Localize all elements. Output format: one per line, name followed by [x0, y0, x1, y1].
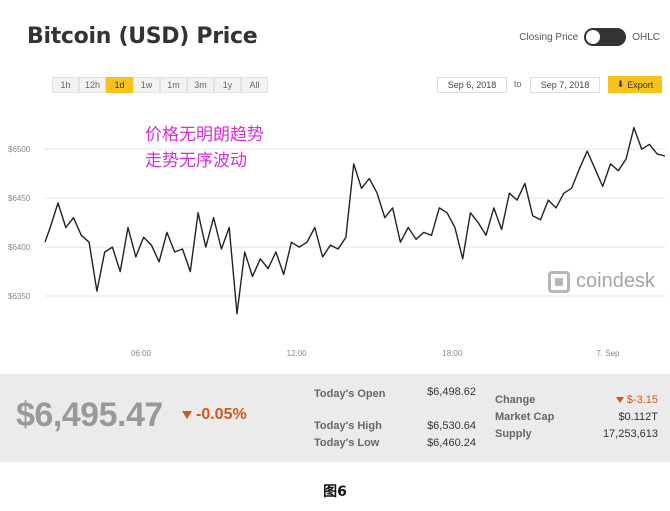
export-button[interactable]: ⬇ Export	[608, 76, 662, 93]
coindesk-brand-text: coindesk	[576, 270, 655, 292]
date-to-label: to	[514, 79, 522, 89]
annotation-line-1: 价格无明朗趋势	[145, 125, 264, 145]
range-button-1w[interactable]: 1w	[133, 77, 160, 93]
price-change-pct: -0.05%	[196, 406, 247, 423]
y-tick-label: $6400	[8, 243, 31, 252]
y-tick-label: $6350	[8, 292, 31, 301]
figure-caption: 图6	[323, 484, 347, 500]
change-value: $-3.15	[580, 394, 658, 406]
date-from-input[interactable]: Sep 6, 2018	[437, 77, 507, 93]
todays-low-label: Today's Low	[314, 437, 380, 449]
chart-grid	[45, 148, 665, 297]
market-cap-value: $0.112T	[618, 411, 658, 423]
time-range-selector: 1h 12h 1d 1w 1m 3m 1y All	[52, 77, 268, 93]
download-arrow-icon: ⬇	[616, 79, 625, 89]
stats-panel: $6,495.47 -0.05% Today's Open $6,498.62 …	[0, 374, 670, 462]
range-button-1y[interactable]: 1y	[214, 77, 241, 93]
range-button-1h[interactable]: 1h	[52, 77, 79, 93]
todays-low-value: $6,460.24	[427, 437, 476, 449]
chart-title: Bitcoin (USD) Price	[27, 24, 258, 49]
todays-high-value: $6,530.64	[427, 420, 476, 432]
annotation-line-2: 走势无序波动	[145, 151, 247, 171]
price-series-line	[44, 126, 666, 315]
change-label: Change	[495, 394, 536, 406]
todays-high-label: Today's High	[314, 420, 382, 432]
range-button-3m[interactable]: 3m	[187, 77, 214, 93]
todays-open-value: $6,498.62	[427, 386, 476, 398]
change-value-text: $-3.15	[626, 394, 658, 406]
current-price: $6,495.47	[16, 396, 163, 434]
x-tick-label: 06:00	[131, 349, 152, 358]
supply-value: 17,253,613	[602, 428, 658, 440]
x-axis: 06:00 12:00 18:00 7. Sep	[131, 349, 620, 358]
ohlc-toggle-switch[interactable]	[584, 28, 627, 46]
range-button-12h[interactable]: 12h	[79, 77, 106, 93]
down-triangle-icon	[182, 411, 192, 419]
down-triangle-icon	[615, 397, 624, 403]
closing-price-label: Closing Price	[519, 31, 579, 43]
ohlc-toggle-group: Closing Price OHLC	[519, 28, 660, 46]
ohlc-label: OHLC	[632, 31, 660, 43]
x-tick-label: 7. Sep	[596, 349, 620, 358]
coindesk-logo-icon	[548, 270, 570, 293]
price-change: -0.05%	[182, 406, 247, 424]
date-to-input[interactable]: Sep 7, 2018	[530, 77, 600, 93]
y-tick-label: $6450	[8, 194, 31, 203]
supply-label: Supply	[495, 428, 532, 440]
todays-open-label: Today's Open	[314, 388, 386, 400]
y-axis: $6350 $6400 $6450 $6500	[8, 145, 31, 301]
market-cap-label: Market Cap	[495, 411, 555, 423]
export-label: Export	[627, 79, 654, 90]
y-tick-label: $6500	[8, 145, 31, 154]
range-button-1m[interactable]: 1m	[160, 77, 187, 93]
x-tick-label: 12:00	[287, 349, 308, 358]
range-button-1d[interactable]: 1d	[106, 77, 133, 93]
x-tick-label: 18:00	[442, 349, 463, 358]
price-chart: $6350 $6400 $6450 $6500 06:00 12:00 18:00 7. S…	[8, 126, 666, 358]
range-button-all[interactable]: All	[241, 77, 268, 93]
coindesk-logo: coindesk	[548, 270, 655, 293]
